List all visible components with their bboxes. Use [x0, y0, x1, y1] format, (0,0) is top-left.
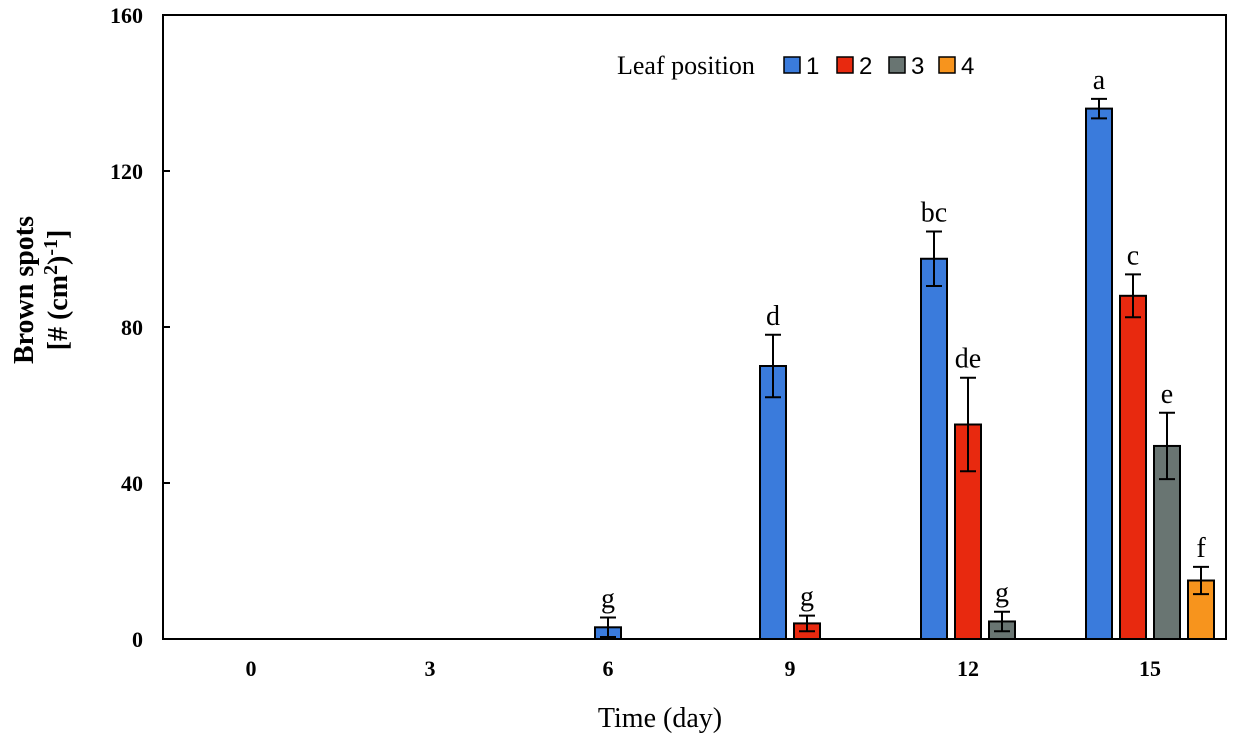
plot-area	[162, 14, 1227, 640]
error-bar	[1091, 97, 1107, 120]
legend-swatch-4	[938, 56, 956, 74]
legend-swatch-2	[836, 56, 854, 74]
significance-label: de	[955, 344, 981, 375]
x-tick-label: 3	[425, 656, 436, 681]
x-tick-label: 9	[785, 656, 796, 681]
x-tick-label: 12	[957, 656, 979, 681]
significance-label: e	[1161, 379, 1173, 410]
x-tick-label: 15	[1139, 656, 1161, 681]
y-tick-label: 120	[110, 159, 143, 184]
bar-leaf-2-day-15	[1119, 294, 1147, 640]
legend-label-3: 3	[911, 53, 924, 80]
y-tick-label: 80	[121, 315, 143, 340]
legend-label-4: 4	[961, 53, 974, 80]
legend-label-2: 2	[859, 53, 872, 80]
error-bar	[799, 614, 815, 633]
significance-label: a	[1093, 65, 1106, 96]
y-axis-label: Brown spots [# (cm2)-1]	[9, 216, 74, 364]
error-bar	[994, 610, 1010, 633]
legend-label-1: 1	[806, 53, 819, 80]
error-bar	[1193, 565, 1209, 596]
error-bar	[960, 376, 976, 473]
error-bar	[600, 616, 616, 639]
bar-leaf-1-day-15	[1085, 107, 1113, 641]
y-tick-label: 160	[110, 3, 143, 28]
significance-label: d	[766, 301, 780, 332]
x-axis-label: Time (day)	[598, 703, 722, 734]
error-bar	[1125, 273, 1141, 319]
error-bar	[1159, 411, 1175, 481]
bar-leaf-1-day-12	[920, 257, 948, 640]
error-bar	[765, 333, 781, 399]
y-tick-label: 40	[121, 471, 143, 496]
significance-label: g	[800, 582, 814, 613]
bar-leaf-1-day-9	[759, 365, 787, 640]
significance-label: c	[1127, 240, 1139, 271]
legend-swatch-1	[783, 56, 801, 74]
significance-label: g	[995, 578, 1009, 609]
significance-label: g	[601, 584, 615, 615]
error-bar	[926, 230, 942, 288]
y-axis-label-line2: [# (cm2)-1]	[40, 230, 74, 351]
legend-title: Leaf position	[617, 51, 755, 80]
x-tick-label: 6	[603, 656, 614, 681]
x-tick-label: 0	[246, 656, 257, 681]
significance-label: bc	[921, 197, 947, 228]
legend-swatch-3	[888, 56, 906, 74]
legend: Leaf position 1 2 3 4	[617, 51, 974, 80]
y-tick-label: 0	[132, 627, 143, 652]
significance-label: f	[1196, 533, 1206, 564]
y-axis-label-line1: Brown spots	[9, 216, 40, 364]
